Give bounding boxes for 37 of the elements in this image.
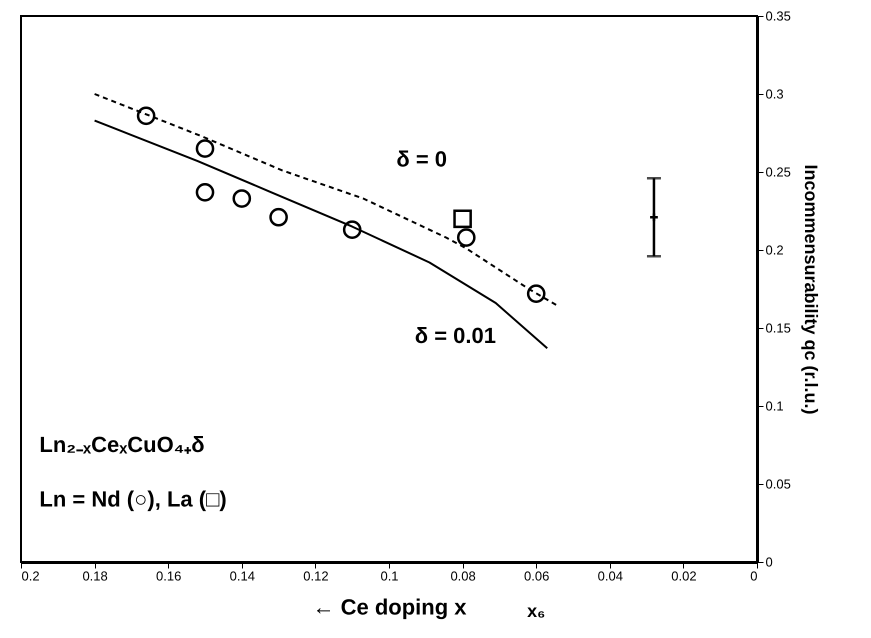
x-tick-label: 0.2 [22,568,40,584]
annotation: Ln = Nd (○), La (□) [39,486,227,512]
point [453,209,472,228]
x-tick-label: 0 [750,568,758,584]
y-tick-label: 0.1 [766,398,784,414]
x-axis-title: ← Ce doping x [312,594,468,620]
x-tick-label: 0.16 [156,568,182,584]
point [196,139,214,158]
point [269,208,288,227]
y-tick-label: 0.05 [766,476,791,492]
y-tick-label: 0.35 [766,8,791,24]
annotation: δ = 0.01 [414,322,496,348]
point [232,189,252,208]
x-tick-label: 0.18 [82,568,108,584]
line-series [94,93,560,308]
y-tick-label: 0.25 [766,164,791,180]
point [526,284,546,303]
text: x₆ [527,601,546,621]
point [342,220,362,240]
x-tick-label: 0.1 [380,568,399,584]
x-tick-label: 0.06 [524,568,550,584]
x-tick-label: 0.08 [450,568,476,584]
point [136,106,156,126]
line-series [94,120,548,350]
y-tick-label: 0.3 [766,86,784,102]
x-tick-label: 0.12 [303,568,329,584]
x-tick-label: 0.14 [230,568,255,584]
point [196,182,214,202]
y-axis-title: Incommensurability qc (r.l.u.) [800,164,821,415]
y-tick-label: 0.15 [766,320,791,336]
x-tick-label: 0.02 [671,568,697,584]
point [456,228,476,247]
y-tick-label: 0 [766,554,773,570]
y-tick-label: 0.2 [766,242,784,258]
annotation: Ln₂₋ₓCeₓCuO₄₊δ [39,432,205,457]
x-tick-label: 0.04 [598,568,623,584]
annotation: δ = 0 [396,146,448,172]
